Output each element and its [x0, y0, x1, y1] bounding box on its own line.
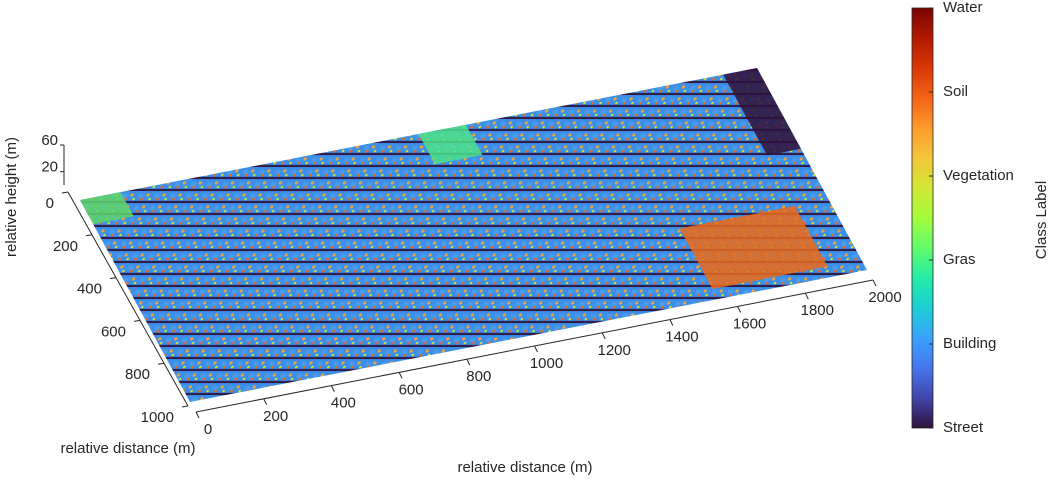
- y-tick: [86, 235, 92, 236]
- x-tick: [196, 412, 199, 418]
- x-tick-label: 1200: [598, 342, 631, 359]
- y-tick-label: 400: [77, 281, 102, 298]
- y-tick-label: 600: [101, 323, 126, 340]
- x-tick: [331, 386, 334, 392]
- y-axis-label: relative distance (m): [60, 440, 195, 457]
- x-tick-label: 1000: [530, 355, 563, 372]
- y-tick-label: 800: [125, 366, 150, 383]
- colorbar-label: Class Label: [1033, 181, 1050, 259]
- z-tick-label: 20: [41, 159, 58, 176]
- x-tick-label: 0: [204, 421, 212, 438]
- x-tick: [467, 359, 470, 365]
- x-axis-label: relative distance (m): [457, 459, 592, 476]
- colorbar-tick-label: Water: [943, 0, 982, 16]
- point-cloud: [80, 68, 867, 402]
- y-tick: [182, 406, 188, 407]
- x-tick-label: 1800: [801, 302, 834, 319]
- y-tick: [158, 363, 164, 364]
- y-tick-label: 0: [46, 195, 54, 212]
- x-tick: [738, 306, 741, 312]
- y-tick: [110, 278, 116, 279]
- x-tick-label: 2000: [868, 289, 901, 306]
- colorbar-tick-label: Vegetation: [943, 167, 1014, 184]
- colorbar-tick-label: Street: [943, 419, 984, 436]
- x-tick: [264, 399, 267, 405]
- x-tick-label: 1600: [733, 315, 766, 332]
- y-tick: [134, 320, 140, 321]
- x-tick-label: 800: [466, 368, 491, 385]
- x-tick-label: 600: [399, 381, 424, 398]
- y-tick: [62, 192, 68, 193]
- y-tick-label: 1000: [141, 409, 174, 426]
- x-tick-label: 200: [263, 408, 288, 425]
- colorbar-tick-label: Soil: [943, 83, 968, 100]
- x-tick: [602, 333, 605, 339]
- colorbar-tick-label: Building: [943, 335, 996, 352]
- x-tick: [535, 346, 538, 352]
- colorbar-tick-label: Gras: [943, 251, 976, 268]
- chart: relative distance (m) relative distance …: [0, 0, 1053, 479]
- x-tick: [670, 320, 673, 326]
- x-tick-label: 1400: [665, 329, 698, 346]
- z-axis-label: relative height (m): [3, 137, 20, 257]
- x-tick-label: 400: [331, 395, 356, 412]
- x-tick: [873, 280, 876, 286]
- y-tick-label: 200: [53, 238, 78, 255]
- z-tick-label: 60: [41, 132, 58, 149]
- x-tick: [399, 372, 402, 378]
- colorbar: [912, 8, 933, 428]
- x-tick: [805, 293, 808, 299]
